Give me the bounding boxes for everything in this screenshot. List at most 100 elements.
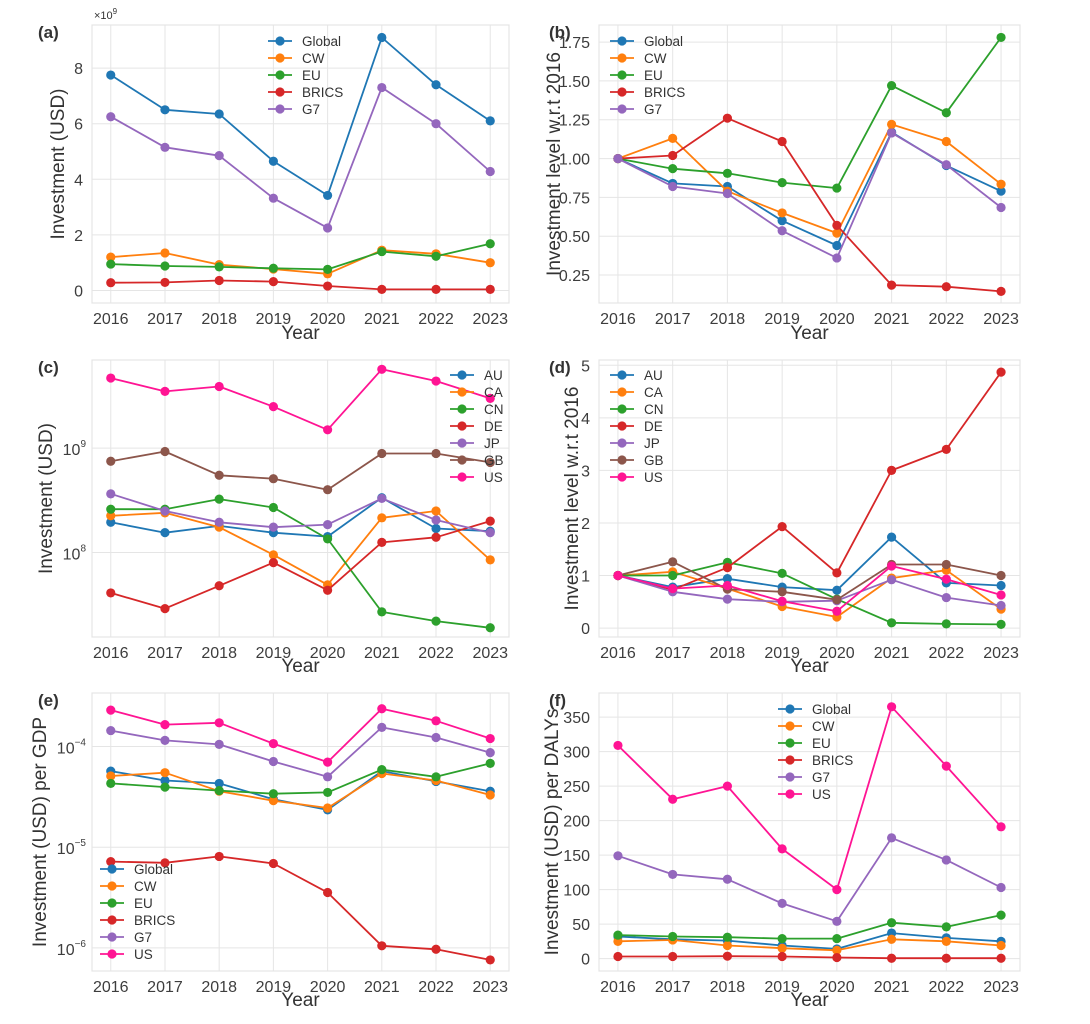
data-point-g7 [777, 226, 787, 236]
legend-item-au: AU [450, 368, 503, 383]
data-point-us [996, 822, 1006, 832]
data-point-g7 [377, 722, 387, 732]
data-point-jp [377, 493, 387, 504]
data-point-g7 [323, 223, 333, 233]
legend-label: G7 [134, 930, 152, 945]
legend-marker [785, 772, 795, 782]
legend-marker [457, 455, 467, 465]
x-tick-label: 2023 [983, 979, 1019, 996]
legend-label: Global [812, 702, 851, 717]
panel-label: (f) [549, 691, 566, 710]
y-tick-label: 10−4 [57, 738, 87, 758]
data-point-cn [996, 619, 1006, 629]
x-tick-label: 2019 [764, 645, 800, 662]
x-axis-label: Year [281, 323, 320, 344]
y-axis-label: Investment (USD) per GDP [30, 717, 51, 947]
data-point-us [668, 794, 678, 804]
data-point-us [268, 738, 278, 749]
data-point-g7 [722, 188, 733, 199]
x-tick-label: 2019 [256, 979, 292, 996]
data-point-jp [214, 517, 224, 527]
data-point-us [377, 704, 387, 714]
legend: AU CA CN DE JP GB US [610, 368, 664, 485]
legend-item-eu: EU [268, 68, 321, 83]
y-tick-label: 300 [563, 745, 590, 762]
data-point-cw [777, 943, 787, 953]
data-point-brics [160, 858, 170, 868]
data-point-global [160, 105, 170, 115]
data-point-global [214, 778, 224, 789]
data-point-eu [323, 264, 333, 274]
x-axis-label: Year [790, 323, 829, 344]
series-line-us [110, 707, 491, 763]
y-tick-label: 0.75 [559, 190, 590, 207]
legend-item-gb: GB [450, 453, 504, 468]
data-point-g7 [613, 153, 623, 164]
x-tick-label: 2018 [201, 645, 237, 662]
x-tick-label: 2020 [310, 979, 346, 996]
y-tick-label: 109 [63, 439, 87, 459]
series-line-eu [110, 762, 491, 795]
legend-item-eu: EU [610, 68, 663, 83]
data-point-us [722, 580, 733, 591]
data-point-de [160, 604, 170, 614]
x-tick-label: 2016 [600, 979, 636, 996]
data-point-brics [160, 277, 170, 288]
data-point-g7 [106, 112, 116, 122]
legend-item-g7: G7 [268, 102, 320, 117]
y-tick-label: 0 [581, 621, 590, 638]
series-line-jp [110, 492, 491, 534]
series-eu [106, 758, 495, 799]
data-point-gb [106, 456, 116, 466]
panel-label: (a) [38, 23, 59, 42]
data-point-global [431, 80, 441, 90]
legend-marker [107, 915, 117, 925]
data-point-eu [485, 239, 495, 249]
y-tick-label: 3 [581, 463, 590, 480]
y-tick-label: 0 [581, 952, 590, 969]
legend-item-brics: BRICS [610, 85, 685, 100]
y-tick-label: 1.00 [559, 152, 590, 169]
x-tick-label: 2016 [93, 645, 129, 662]
y-tick-label: 150 [563, 848, 590, 865]
data-point-global [996, 186, 1006, 196]
data-point-brics [886, 953, 897, 963]
data-point-au [160, 528, 170, 538]
data-point-g7 [668, 869, 678, 880]
data-point-cw [160, 248, 170, 258]
data-point-us [214, 718, 224, 728]
series-line-cw [617, 938, 1002, 952]
series-line-cw [110, 771, 491, 809]
panel-label: (b) [549, 23, 571, 42]
data-point-us [668, 584, 678, 594]
data-point-brics [214, 851, 224, 862]
series-eu [106, 239, 495, 274]
y-tick-label: 5 [581, 358, 590, 375]
data-point-de [485, 516, 495, 526]
plot-area [91, 692, 510, 972]
data-point-global [485, 116, 495, 126]
data-point-eu [160, 261, 170, 271]
series-global [106, 32, 495, 201]
data-point-de [777, 522, 787, 532]
series-line-jp [617, 574, 1002, 607]
data-point-eu [377, 246, 387, 257]
legend-marker [617, 387, 627, 397]
legend-label: DE [484, 419, 503, 434]
series-line-ca [617, 569, 1002, 618]
x-tick-label: 2018 [710, 645, 746, 662]
data-point-g7 [886, 128, 897, 138]
data-point-g7 [722, 874, 733, 884]
legend-label: BRICS [812, 753, 853, 768]
legend-label: GB [644, 453, 664, 468]
x-tick-label: 2021 [874, 311, 910, 328]
data-point-jp [722, 594, 733, 604]
data-point-eu [106, 778, 116, 789]
data-point-us [485, 733, 495, 744]
series-us [613, 561, 1006, 616]
series-line-us [617, 705, 1002, 891]
series-cw [613, 119, 1006, 238]
y-tick-label: 108 [63, 544, 87, 564]
data-point-eu [613, 930, 623, 940]
data-point-g7 [431, 732, 441, 743]
